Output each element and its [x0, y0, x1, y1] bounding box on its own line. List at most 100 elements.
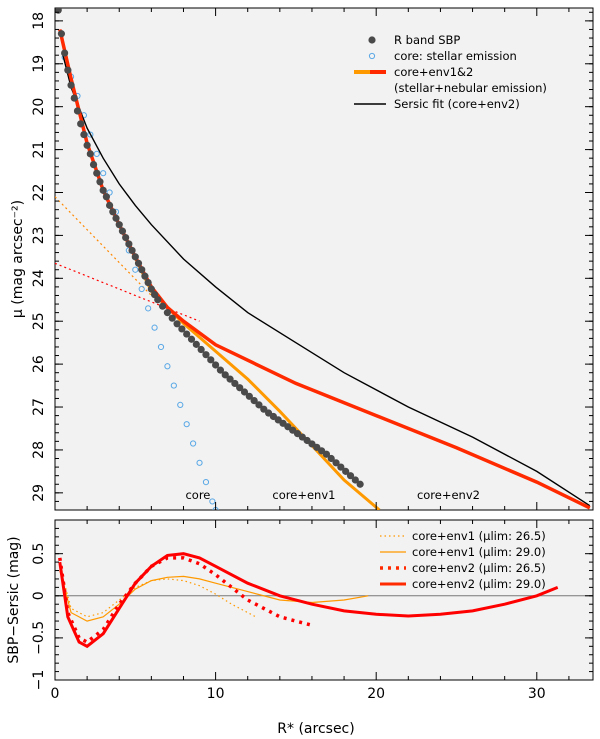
core-env2-line: [58, 29, 591, 510]
bottom-x-tick-label: 30: [528, 686, 546, 702]
bottom-legend-label: core+env1 (μlim: 29.0): [412, 545, 546, 559]
top-plot-area: core core+env1 core+env2: [55, 8, 591, 510]
top-y-tick-label: 23: [31, 226, 47, 244]
sbp-point: [197, 345, 205, 354]
residual-env2-290-line: [58, 552, 559, 649]
sbp-point: [240, 388, 249, 396]
sbp-point: [122, 233, 130, 242]
top-y-tick-label: 24: [31, 269, 47, 287]
sbp-point: [73, 107, 82, 115]
core-stellar-point: [100, 170, 107, 177]
sbp-point: [192, 340, 200, 348]
sbp-point: [178, 325, 186, 333]
bottom-y-tick-label: 0: [31, 591, 47, 600]
sbp-point: [93, 169, 101, 177]
sbp-point: [128, 246, 136, 255]
core-stellar-point: [87, 131, 94, 138]
sbp-point: [138, 266, 146, 274]
sbp-point: [89, 161, 98, 169]
bottom-x-tick-label: 0: [51, 686, 60, 702]
bottom-legend-label: core+env2 (μlim: 29.0): [412, 577, 546, 591]
sbp-point: [337, 463, 345, 471]
sbp-point: [346, 472, 355, 480]
sbp-point: [173, 320, 181, 328]
sbp-point: [250, 396, 258, 405]
sbp-point: [99, 186, 107, 194]
bottom-y-tick-label: 0.5: [31, 543, 47, 565]
bottom-y-tick-label: −1: [31, 670, 47, 691]
core-stellar-point: [145, 305, 152, 312]
core-stellar-point: [183, 421, 190, 428]
sbp-point: [202, 351, 210, 359]
top-legend-label: Sersic fit (core+env2): [394, 97, 520, 111]
legend-sbp-marker: [368, 36, 376, 44]
top-legend-label: core: stellar emission: [394, 49, 517, 63]
sbp-point: [70, 94, 78, 102]
bottom-plot-area: [55, 552, 593, 649]
sbp-point: [83, 141, 91, 149]
sbp-point: [131, 253, 139, 261]
sbp-point: [322, 450, 331, 458]
sersic-fit-line: [62, 55, 591, 507]
top-y-tick-label: 27: [31, 398, 47, 416]
top-y-tick-label: 29: [31, 484, 47, 502]
sbp-point: [57, 30, 66, 38]
sbp-point: [96, 178, 104, 186]
sbp-point: [226, 375, 234, 383]
sbp-point: [236, 384, 244, 392]
top-legend-label: (stellar+nebular emission): [394, 81, 547, 95]
sbp-point: [64, 66, 72, 74]
sbp-point: [67, 81, 75, 89]
sbp-point: [112, 214, 120, 222]
core-stellar-point: [202, 479, 210, 486]
region-label-2: core+env1: [272, 488, 335, 502]
bottom-legend-label: core+env1 (μlim: 26.5): [412, 529, 546, 543]
top-y-tick-label: 26: [31, 355, 47, 373]
sbp-point: [147, 285, 155, 293]
core-stellar-point: [132, 266, 139, 273]
sbp-point: [187, 335, 196, 343]
core-stellar-point: [164, 363, 171, 370]
sbp-point: [102, 193, 110, 201]
sbp-point: [327, 454, 335, 463]
top-legend-label: core+env1&2: [394, 65, 473, 79]
sbp-point: [154, 296, 162, 304]
sbp-point: [159, 302, 167, 310]
sbp-point: [80, 130, 88, 139]
sbp-point: [255, 401, 263, 409]
sbp-point: [168, 314, 176, 322]
sbp-point: [211, 361, 220, 369]
bottom-y-tick-label: −0.5: [31, 621, 47, 655]
top-y-axis-label: μ (mag arcsec⁻²): [10, 200, 26, 318]
core-stellar-point: [138, 285, 145, 293]
sbp-point: [61, 49, 69, 57]
bottom-panel-background: [54, 519, 594, 681]
env2-extrapolation-line: [55, 262, 200, 322]
sbp-point: [260, 405, 268, 413]
top-legend: R band SBP core: stellar emission core+env…: [354, 33, 547, 111]
top-panel-background: [54, 7, 594, 511]
sbp-point: [125, 240, 133, 248]
top-axes: 18 19 20 21 22 23 24 25 26 27 28 29: [31, 8, 593, 511]
core-stellar-point: [190, 440, 197, 447]
region-label-3: core+env2: [417, 488, 480, 502]
core-stellar-point: [106, 189, 113, 196]
sbp-point: [351, 476, 359, 484]
sbp-point: [231, 379, 239, 388]
top-y-tick-label: 19: [31, 55, 47, 73]
top-y-tick-label: 25: [31, 312, 47, 330]
residual-env1-265-line: [59, 566, 256, 618]
top-y-tick-label: 22: [31, 184, 47, 202]
top-y-tick-label: 18: [31, 12, 47, 30]
bottom-y-axis-label: SBP−Sersic (mag): [6, 536, 22, 663]
top-legend-label: R band SBP: [394, 33, 460, 47]
core-stellar-point: [177, 401, 184, 408]
sbp-point: [141, 272, 149, 280]
sbp-point: [118, 227, 127, 235]
core-stellar-point: [151, 324, 158, 331]
sbp-point: [356, 480, 364, 488]
sbp-point: [86, 150, 94, 158]
legend-core-marker: [368, 52, 376, 60]
sbp-point: [77, 120, 85, 128]
bottom-legend: core+env1 (μlim: 26.5) core+env1 (μlim: 2…: [380, 529, 546, 591]
